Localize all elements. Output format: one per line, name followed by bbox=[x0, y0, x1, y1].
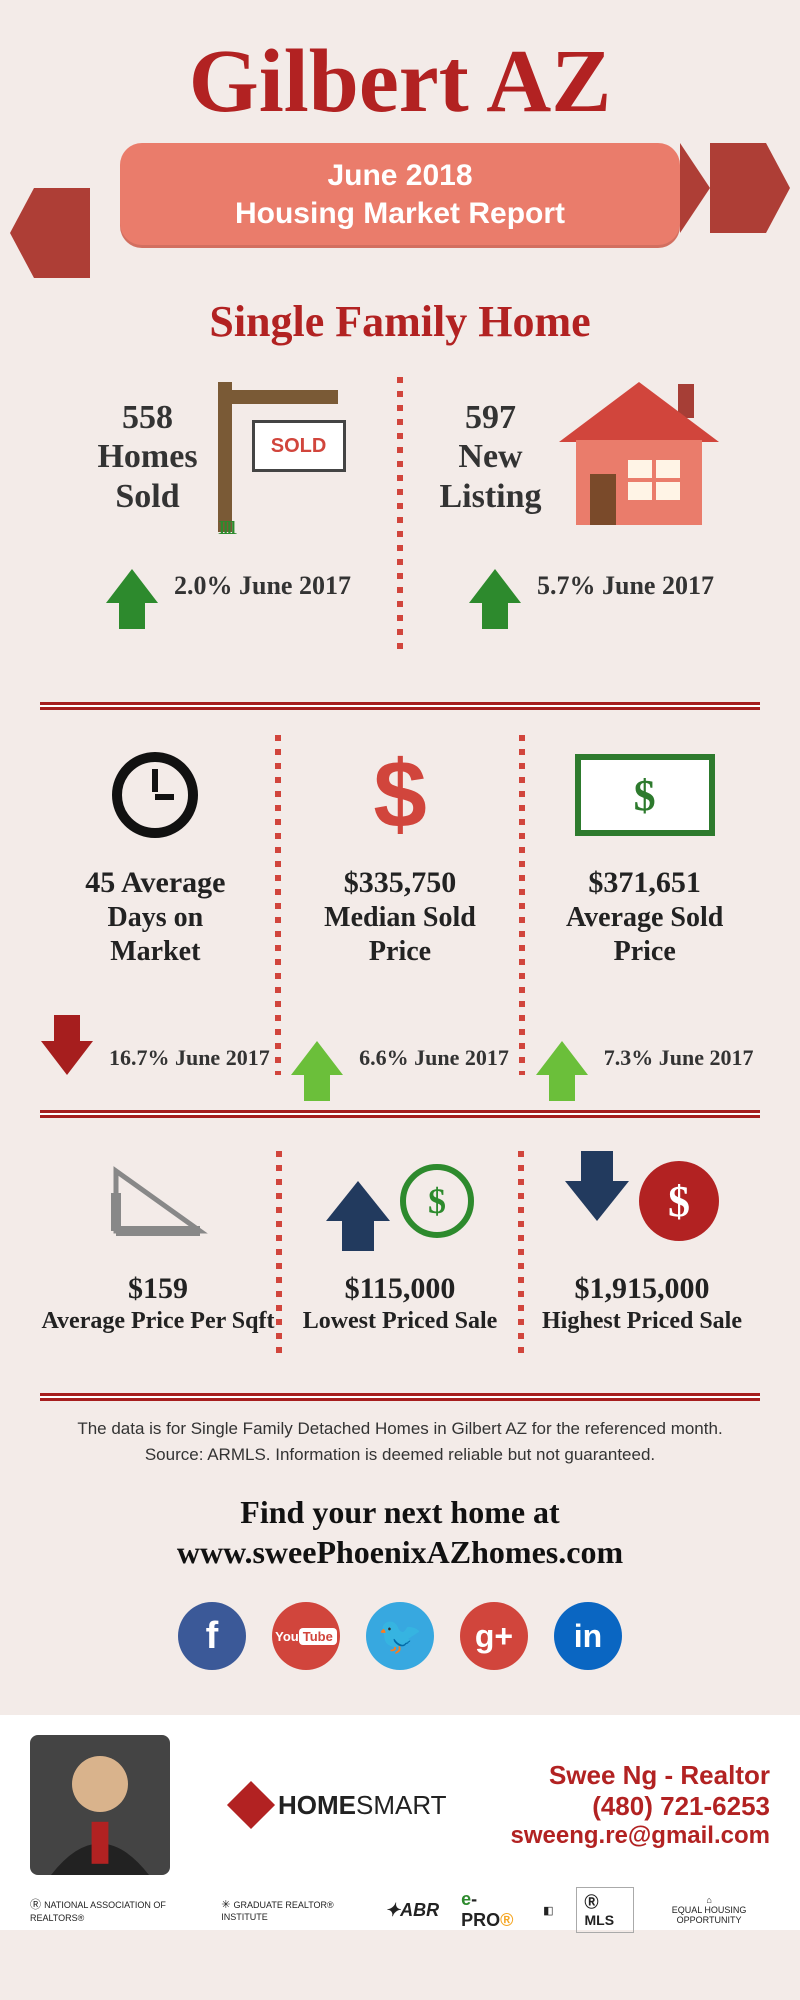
stat-price-per-sqft: $159 Average Price Per Sqft bbox=[40, 1151, 276, 1378]
stat-days-on-market: 45 Average Days on Market 16.7% June 201… bbox=[40, 735, 271, 1095]
new-listing-l2: Listing bbox=[439, 477, 541, 516]
arrow-up-icon bbox=[536, 1041, 588, 1075]
stat-average-price: $ $371,651 Average Sold Price 7.3% June … bbox=[529, 735, 760, 1095]
dollar-icon: $ bbox=[373, 740, 426, 850]
disclaimer-l2: Source: ARMLS. Information is deemed rel… bbox=[0, 1442, 800, 1468]
sold-sign-icon: SOLD ıııı bbox=[210, 382, 340, 532]
disclaimer-l1: The data is for Single Family Detached H… bbox=[0, 1416, 800, 1442]
linkedin-icon[interactable]: in bbox=[554, 1602, 622, 1670]
ppsqft-value: $159 bbox=[41, 1271, 274, 1307]
divider-horizontal-icon bbox=[40, 1110, 760, 1118]
arrow-up-icon bbox=[106, 569, 158, 603]
banner-line-2: Housing Market Report bbox=[120, 195, 680, 233]
dom-l2: Market bbox=[85, 935, 225, 969]
stats-row-1: 558 Homes Sold SOLD ıııı 2.0% June 2017 … bbox=[0, 367, 800, 687]
twitter-icon[interactable]: 🐦 bbox=[366, 1602, 434, 1670]
coin-icon: $ bbox=[639, 1161, 719, 1241]
arrow-down-icon bbox=[41, 1041, 93, 1075]
triangle-ruler-icon bbox=[108, 1163, 208, 1239]
stats-row-3: $159 Average Price Per Sqft $ $115,000 L… bbox=[0, 1133, 800, 1378]
house-icon bbox=[554, 382, 724, 532]
dom-l1: Days on bbox=[85, 901, 225, 935]
realtor-name: Swee Ng - Realtor bbox=[511, 1760, 771, 1791]
arrow-up-icon bbox=[291, 1041, 343, 1075]
diamond-icon bbox=[227, 1781, 275, 1829]
clock-icon bbox=[112, 752, 198, 838]
gri-logo-icon: ✳ GRADUATE REALTOR® INSTITUTE bbox=[221, 1898, 363, 1923]
cta-l1: Find your next home at bbox=[0, 1492, 800, 1532]
arrow-down-icon bbox=[565, 1181, 629, 1221]
divider-vertical-icon bbox=[519, 735, 525, 1075]
avg-l1: Average Sold bbox=[566, 901, 723, 935]
social-row: f You▶Tube 🐦 g+ in bbox=[0, 1602, 800, 1670]
avg-change: 7.3% June 2017 bbox=[604, 1045, 754, 1071]
eho-logo-icon: ⌂EQUAL HOUSING OPPORTUNITY bbox=[648, 1895, 770, 1925]
footer: HOMESMART Swee Ng - Realtor (480) 721-62… bbox=[0, 1715, 800, 1930]
median-change: 6.6% June 2017 bbox=[359, 1045, 509, 1071]
realtor-avatar-icon bbox=[30, 1735, 170, 1875]
nar-logo-icon: Ⓡ NATIONAL ASSOCIATION OF REALTORS® bbox=[30, 1896, 199, 1924]
stat-median-price: $ $335,750 Median Sold Price 6.6% June 2… bbox=[285, 735, 516, 1095]
cta-url[interactable]: www.sweePhoenixAZhomes.com bbox=[0, 1532, 800, 1572]
realtor-phone[interactable]: (480) 721-6253 bbox=[511, 1791, 771, 1822]
dom-value: 45 Average bbox=[85, 865, 225, 901]
banner-ribbon: June 2018 Housing Market Report bbox=[0, 143, 800, 278]
arrow-up-icon bbox=[469, 569, 521, 603]
googleplus-icon[interactable]: g+ bbox=[460, 1602, 528, 1670]
diversity-logo-icon: ◧ bbox=[543, 1904, 553, 1917]
disclaimer: The data is for Single Family Detached H… bbox=[0, 1416, 800, 1467]
infographic-page: Gilbert AZ June 2018 Housing Market Repo… bbox=[0, 0, 800, 1930]
homes-sold-l1: Homes bbox=[97, 437, 197, 476]
certification-logos: Ⓡ NATIONAL ASSOCIATION OF REALTORS® ✳ GR… bbox=[30, 1887, 770, 1933]
facebook-icon[interactable]: f bbox=[178, 1602, 246, 1670]
homes-sold-l2: Sold bbox=[97, 477, 197, 516]
brand-logo: HOMESMART bbox=[234, 1788, 447, 1822]
new-listing-text: 597 New Listing bbox=[439, 398, 541, 515]
ppsqft-l1: Average Price Per Sqft bbox=[41, 1307, 274, 1336]
avg-l2: Price bbox=[566, 935, 723, 969]
avg-value: $371,651 bbox=[566, 865, 723, 901]
new-listing-value: 597 bbox=[439, 398, 541, 437]
bill-icon: $ bbox=[575, 754, 715, 836]
realtor-email[interactable]: sweeng.re@gmail.com bbox=[511, 1822, 771, 1850]
epro-logo-icon: e-PRO® bbox=[461, 1889, 521, 1931]
dom-change: 16.7% June 2017 bbox=[109, 1045, 270, 1071]
median-value: $335,750 bbox=[324, 865, 476, 901]
lowest-value: $115,000 bbox=[303, 1271, 498, 1307]
main-title: Gilbert AZ bbox=[0, 0, 800, 133]
divider-horizontal-icon bbox=[40, 702, 760, 710]
banner-body: June 2018 Housing Market Report bbox=[120, 143, 680, 248]
homes-sold-value: 558 bbox=[97, 398, 197, 437]
sold-label: SOLD bbox=[252, 420, 346, 472]
stat-homes-sold: 558 Homes Sold SOLD ıııı 2.0% June 2017 bbox=[40, 367, 397, 687]
youtube-icon[interactable]: You▶Tube bbox=[272, 1602, 340, 1670]
coin-icon: $ bbox=[400, 1164, 474, 1238]
cta-heading: Find your next home at www.sweePhoenixAZ… bbox=[0, 1492, 800, 1572]
median-l2: Price bbox=[324, 935, 476, 969]
new-listing-change: 5.7% June 2017 bbox=[537, 571, 714, 601]
stat-highest-sale: $ $1,915,000 Highest Priced Sale bbox=[524, 1151, 760, 1378]
stats-row-2: 45 Average Days on Market 16.7% June 201… bbox=[0, 725, 800, 1095]
new-listing-l1: New bbox=[439, 437, 541, 476]
lowest-l1: Lowest Priced Sale bbox=[303, 1307, 498, 1336]
contact-block: Swee Ng - Realtor (480) 721-6253 sweeng.… bbox=[511, 1760, 771, 1850]
abr-logo-icon: ✦ABR bbox=[385, 1900, 439, 1921]
divider-horizontal-icon bbox=[40, 1393, 760, 1401]
homes-sold-text: 558 Homes Sold bbox=[97, 398, 197, 515]
banner-line-1: June 2018 bbox=[120, 157, 680, 195]
mls-logo-icon: Ⓡ MLS bbox=[576, 1887, 635, 1933]
arrow-up-icon bbox=[326, 1181, 390, 1221]
stat-new-listing: 597 New Listing 5.7% June 2017 bbox=[403, 367, 760, 687]
homes-sold-change: 2.0% June 2017 bbox=[174, 571, 351, 601]
divider-vertical-icon bbox=[275, 735, 281, 1075]
stat-lowest-sale: $ $115,000 Lowest Priced Sale bbox=[282, 1151, 518, 1378]
highest-value: $1,915,000 bbox=[542, 1271, 742, 1307]
highest-l1: Highest Priced Sale bbox=[542, 1307, 742, 1336]
median-l1: Median Sold bbox=[324, 901, 476, 935]
subtitle: Single Family Home bbox=[0, 296, 800, 347]
ribbon-left-icon bbox=[60, 188, 90, 278]
